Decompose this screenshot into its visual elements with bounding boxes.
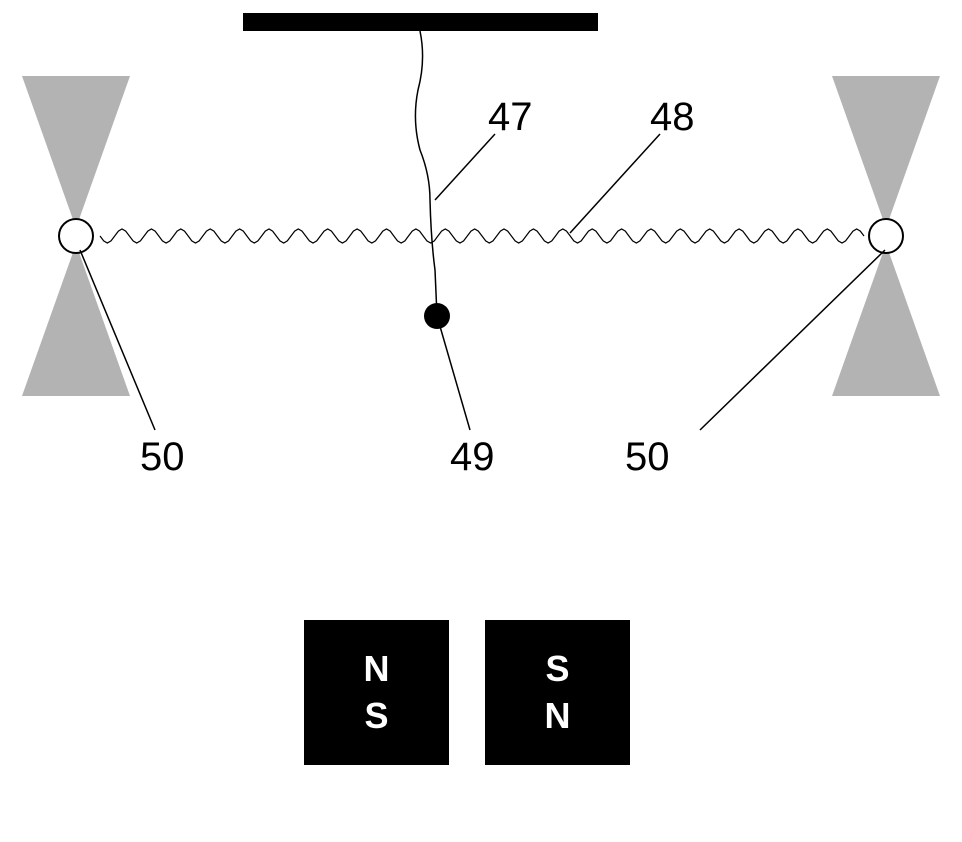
physics-diagram: 47 48 50 49 50 N S S N [0,0,962,842]
label-50-left: 50 [140,435,185,480]
left-pivot-circle [59,219,93,253]
magnet-right: S N [485,620,630,765]
label-47: 47 [488,95,533,140]
left-support-cone-top [22,76,130,228]
magnet-left: N S [304,620,449,765]
right-pivot-circle [869,219,903,253]
right-support-cone-bottom [832,244,940,396]
magnet-left-top-pole: N [364,646,390,693]
magnet-left-bottom-pole: S [364,693,388,740]
magnet-right-top-pole: S [545,646,569,693]
spring [100,229,864,243]
label-50-right: 50 [625,435,670,480]
label-49: 49 [450,435,495,480]
magnet-right-bottom-pole: N [545,693,571,740]
leader-line-48 [570,134,660,233]
right-support-cone-top [832,76,940,228]
leader-line-47 [435,134,495,200]
leader-line-49 [437,316,470,430]
pendulum-string [415,31,437,316]
left-support-cone-bottom [22,244,130,396]
mounting-bar [243,13,598,31]
diagram-svg [0,0,962,842]
label-48: 48 [650,95,695,140]
